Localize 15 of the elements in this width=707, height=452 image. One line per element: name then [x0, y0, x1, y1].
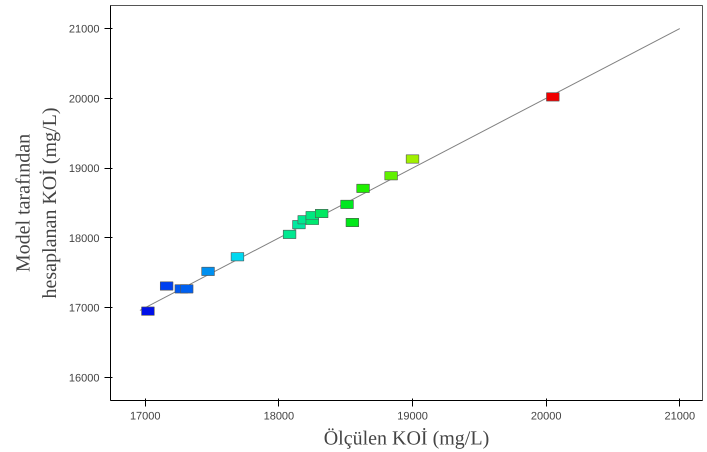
y-tick-label: 21000	[68, 24, 100, 36]
x-axis-title: Ölçülen KOİ (mg/L)	[324, 428, 490, 450]
x-tick-label: 20000	[530, 410, 562, 422]
y-axis-title: Model tarafından hesaplanan KOİ (mg/L)	[12, 107, 61, 299]
x-tick-label: 17000	[130, 410, 161, 422]
y-tick-label: 17000	[68, 302, 100, 315]
point	[180, 284, 194, 294]
y-tick-label: 19000	[68, 163, 100, 176]
x-tick-label: 18000	[264, 410, 294, 422]
y-tick-label: 16000	[68, 372, 100, 384]
point	[546, 92, 560, 102]
x-tick-label: 21000	[664, 410, 696, 422]
y-tick-label: 18000	[68, 232, 100, 245]
y-tick-label: 20000	[68, 93, 100, 106]
x-tick-label: 19000	[397, 410, 428, 422]
